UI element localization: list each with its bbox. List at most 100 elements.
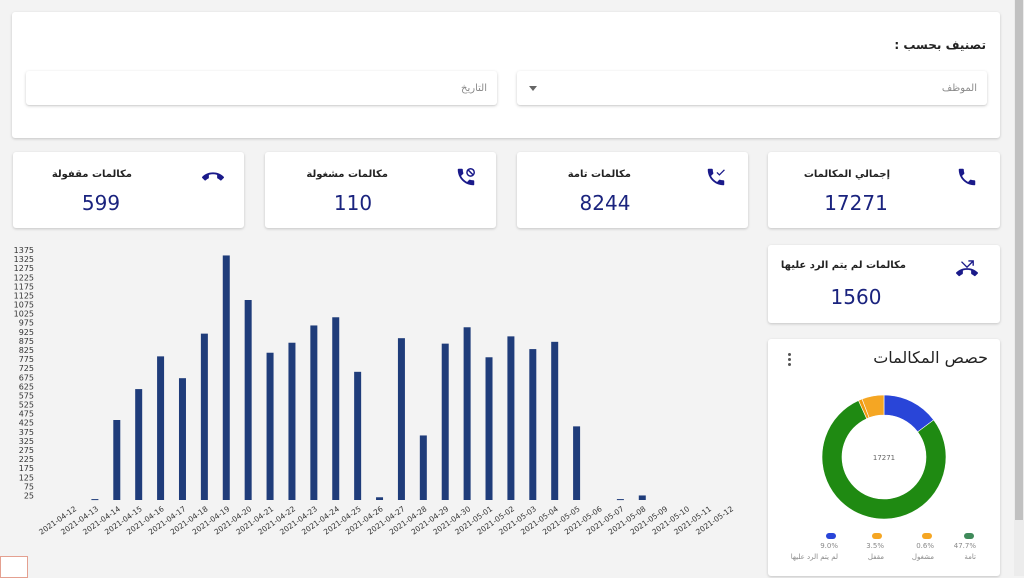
stat-label-missed: مكالمات لم يتم الرد عليها [780,260,906,271]
stat-card-total: إجمالي المكالمات 17271 [768,152,1000,228]
legend-pct: 47.7% [953,542,976,550]
bar[interactable] [244,300,252,500]
stat-label-total: إجمالي المكالمات [803,169,890,180]
stat-value-busy: 110 [333,191,373,215]
bar[interactable] [376,497,384,500]
bar[interactable] [200,333,208,500]
bar[interactable] [485,357,493,500]
stat-card-closed: مكالمات مقفولة 599 [13,152,244,228]
y-tick-label: 425 [19,419,34,428]
bar[interactable] [332,317,340,500]
y-tick-label: 525 [19,401,34,410]
phone-icon [956,166,978,188]
y-tick-label: 1375 [14,246,34,255]
call-share-card: حصص المكالمات 17271 47.7% تامة 0.6% مشغو… [768,339,1000,576]
stat-label-closed: مكالمات مقفولة [51,169,132,180]
stat-value-missed: 1560 [830,285,882,309]
bar[interactable] [529,349,537,500]
y-tick-label: 1175 [14,282,34,291]
bar[interactable] [354,371,362,500]
bar[interactable] [441,343,449,500]
legend-item-missed[interactable]: 9.0% لم يتم الرد عليها [778,533,838,561]
caret-down-icon [529,86,537,91]
stat-value-total: 17271 [824,191,888,215]
legend-name: مقفل [867,553,884,561]
legend-item-closed[interactable]: 3.5% مقفل [834,533,884,561]
legend-swatch [922,533,932,539]
stat-value-complete: 8244 [579,191,631,215]
y-tick-label: 825 [19,346,34,355]
y-tick-label: 925 [19,328,34,337]
donut-center-label: 17271 [873,454,895,462]
bar[interactable] [419,435,427,500]
donut-slice[interactable] [821,400,947,520]
donut-slice[interactable] [861,394,885,419]
employee-select[interactable]: الموظف [517,71,987,105]
y-tick-label: 375 [19,428,34,437]
y-tick-label: 775 [19,355,34,364]
stat-card-busy: مكالمات مشغولة 110 [265,152,496,228]
y-tick-label: 1025 [14,310,34,319]
y-tick-label: 1325 [14,255,34,264]
phone-check-icon [705,166,727,188]
legend-swatch [872,533,882,539]
bar[interactable] [616,499,624,501]
y-tick-label: 575 [19,391,34,400]
y-tick-label: 275 [19,446,34,455]
bar[interactable] [463,327,471,500]
legend-name: مشغول [911,553,934,561]
legend-item-busy[interactable]: 0.6% مشغول [884,533,934,561]
stat-value-closed: 599 [81,191,121,215]
bar[interactable] [288,342,296,500]
more-options-icon[interactable] [788,353,792,368]
bar[interactable] [573,426,581,500]
bar[interactable] [157,356,165,500]
legend-name: تامة [964,553,976,561]
stat-card-missed: مكالمات لم يتم الرد عليها 1560 [768,245,1000,323]
y-tick-label: 625 [19,382,34,391]
date-placeholder: التاريخ [461,83,487,94]
phone-hangup-icon [202,166,224,188]
legend-name: لم يتم الرد عليها [790,553,838,561]
legend-pct: 0.6% [916,542,934,550]
legend-swatch [964,533,974,539]
bar[interactable] [91,499,99,501]
stat-label-complete: مكالمات تامة [567,169,631,180]
y-tick-label: 125 [19,473,34,482]
phone-busy-icon [455,166,477,188]
filter-card: تصنيف بحسب : الموظف التاريخ [12,12,1000,138]
employee-placeholder: الموظف [941,83,977,94]
y-tick-label: 975 [19,319,34,328]
bar[interactable] [113,420,121,500]
y-tick-label: 75 [24,482,34,491]
y-tick-label: 475 [19,410,34,419]
bar[interactable] [266,352,274,500]
y-tick-label: 225 [19,455,34,464]
bar[interactable] [222,255,230,500]
y-tick-label: 1075 [14,301,34,310]
bar[interactable] [310,325,318,500]
legend-item-complete[interactable]: 47.7% تامة [926,533,976,561]
page-scrollbar[interactable] [1014,0,1024,576]
brand-badge [0,556,28,578]
date-field[interactable]: التاريخ [26,71,497,105]
y-tick-label: 1125 [14,291,34,300]
stat-card-complete: مكالمات تامة 8244 [517,152,748,228]
y-tick-label: 25 [24,491,34,500]
scrollbar-thumb[interactable] [1015,0,1023,520]
bar[interactable] [178,378,186,500]
stat-label-busy: مكالمات مشغولة [306,169,388,180]
bar[interactable] [397,338,405,500]
y-tick-label: 875 [19,337,34,346]
y-tick-label: 1275 [14,264,34,273]
legend-pct: 3.5% [866,542,884,550]
y-tick-label: 175 [19,464,34,473]
bar[interactable] [507,336,515,500]
bar[interactable] [135,389,143,500]
bar[interactable] [551,341,559,500]
y-tick-label: 725 [19,364,34,373]
bar[interactable] [638,495,646,500]
y-tick-label: 675 [19,373,34,382]
phone-missed-icon [956,258,978,280]
legend-pct: 9.0% [820,542,838,550]
